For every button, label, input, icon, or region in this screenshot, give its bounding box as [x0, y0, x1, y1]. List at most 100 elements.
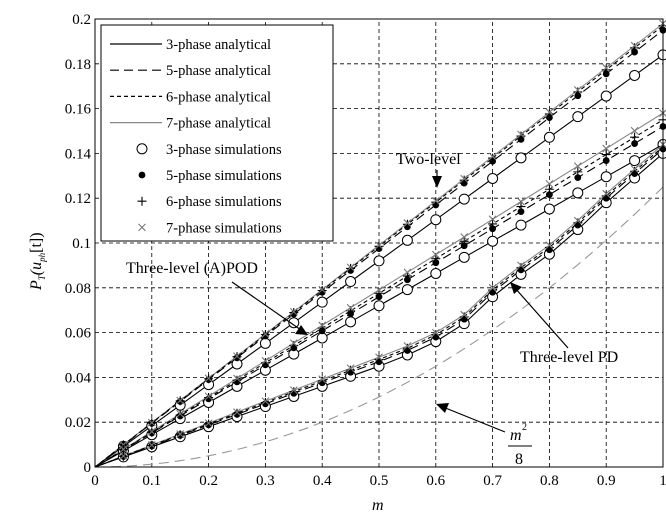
marker-7-phase-simulation [602, 144, 611, 153]
marker-7-phase-simulation [204, 419, 213, 427]
marker-7-phase-simulation [630, 165, 639, 173]
marker-7-phase-simulation [176, 410, 185, 418]
x-tick-label: 1 [659, 473, 666, 489]
marker-7-phase-simulation [289, 307, 298, 316]
marker-3-phase-simulation [458, 251, 470, 263]
marker-3-phase-simulation [288, 317, 300, 329]
marker-6-phase-simulation [232, 375, 242, 385]
marker-7-phase-simulation [630, 126, 639, 135]
marker-6-phase-simulation [317, 285, 327, 295]
marker-3-phase-simulation [430, 214, 442, 226]
marker-7-phase-simulation [346, 364, 355, 373]
marker-6-phase-simulation [346, 365, 356, 375]
marker-7-phase-simulation [119, 452, 128, 460]
marker-5-phase-simulation [546, 191, 553, 199]
marker-3-phase-simulation [487, 235, 499, 247]
marker-6-phase-simulation [175, 410, 185, 420]
marker-6-phase-simulation [204, 419, 214, 429]
x-tick-label: 0.5 [370, 473, 389, 489]
marker-3-phase-simulation [600, 90, 612, 102]
legend-label: 5-phase analytical [166, 63, 271, 79]
marker-7-phase-simulation [602, 189, 611, 198]
marker-6-phase-simulation [459, 175, 469, 185]
legend-label: 5-phase simulations [166, 168, 282, 184]
x-tick-label: 0 [91, 473, 99, 489]
marker-7-phase-simulation [289, 339, 298, 348]
arrowhead-three-level-pd [510, 282, 522, 294]
y-tick-label: 0.04 [65, 370, 92, 386]
legend-label: 6-phase analytical [166, 89, 271, 105]
y-tick-label: 0.02 [65, 415, 91, 431]
marker-6-phase-simulation [630, 43, 640, 53]
marker-7-phase-simulation [630, 41, 639, 50]
annotation-m2-denominator: 8 [515, 451, 523, 468]
marker-7-phase-simulation [318, 375, 327, 384]
marker-7-phase-simulation [573, 216, 582, 225]
x-tick-label: 0.7 [483, 473, 502, 489]
marker-7-phase-simulation [460, 174, 469, 183]
marker-7-phase-simulation [403, 342, 412, 350]
marker-7-phase-simulation [573, 86, 582, 94]
marker-7-phase-simulation [176, 430, 185, 438]
y-label-tail: [t]) [28, 232, 45, 252]
x-tick-label: 0.3 [256, 473, 275, 489]
marker-7-phase-simulation [517, 261, 525, 270]
marker-3-phase-simulation [600, 171, 612, 183]
marker-7-phase-simulation [545, 108, 554, 117]
marker-7-phase-simulation [431, 250, 440, 259]
data-series [94, 19, 666, 468]
marker-7-phase-simulation [517, 197, 525, 206]
arrow-m2 [442, 406, 506, 433]
y-label-mid: (u [28, 262, 45, 275]
y-tick-label: 0.12 [65, 191, 91, 207]
marker-6-phase-simulation [488, 219, 498, 229]
marker-6-phase-simulation [317, 376, 327, 386]
marker-7-phase-simulation [289, 386, 298, 395]
marker-6-phase-simulation [289, 387, 299, 397]
y-tick-label: 0.14 [65, 146, 92, 162]
legend-label: 6-phase simulations [166, 194, 282, 210]
svg-text:PT(uph[t]): PT(uph[t]) [28, 232, 47, 291]
marker-6-phase-simulation [516, 202, 526, 212]
annotation-m2-numerator: m [510, 427, 522, 444]
line-5-phase-analytical-group-1 [94, 126, 664, 468]
x-tick-label: 0.9 [597, 473, 616, 489]
marker-5-phase-simulation [517, 208, 525, 216]
marker-7-phase-simulation [602, 63, 611, 72]
marker-7-phase-simulation [261, 330, 270, 338]
annotation-two-level: Two-level [396, 151, 461, 168]
marker-7-phase-simulation [147, 418, 156, 427]
marker-3-phase-simulation [430, 267, 442, 279]
marker-6-phase-simulation [204, 393, 214, 403]
y-label-sub2: ph [37, 252, 47, 263]
reference-curve [95, 186, 664, 468]
y-label-main: P [28, 280, 45, 291]
x-axis-label: m [372, 497, 384, 513]
marker-6-phase-simulation [260, 358, 270, 368]
legend-marker-swatch [138, 171, 146, 179]
marker-7-phase-simulation [488, 283, 497, 292]
marker-7-phase-simulation [119, 445, 128, 454]
marker-6-phase-simulation [232, 408, 242, 418]
marker-6-phase-simulation [346, 263, 356, 273]
annotation-three-level-apod: Three-level (A)POD [126, 260, 258, 277]
marker-3-phase-simulation [458, 193, 470, 205]
marker-7-phase-simulation [318, 285, 327, 294]
y-axis-label: PT(uph[t]) [28, 232, 47, 291]
arrowhead-three-level-apod [295, 325, 308, 335]
legend-label: 3-phase analytical [166, 37, 271, 53]
marker-3-phase-simulation [345, 276, 357, 288]
x-tick-label: 0.1 [142, 473, 161, 489]
marker-3-phase-simulation [543, 131, 555, 143]
marker-7-phase-simulation [233, 408, 241, 417]
y-tick-label: 0.06 [65, 326, 92, 342]
marker-3-phase-simulation [316, 332, 328, 344]
marker-7-phase-simulation [346, 263, 355, 272]
marker-6-phase-simulation [601, 150, 611, 160]
y-tick-label: 0.08 [65, 281, 91, 297]
marker-7-phase-simulation [261, 356, 270, 365]
x-tick-label: 0.8 [540, 473, 559, 489]
marker-7-phase-simulation [176, 396, 185, 405]
marker-3-phase-simulation [629, 69, 641, 81]
